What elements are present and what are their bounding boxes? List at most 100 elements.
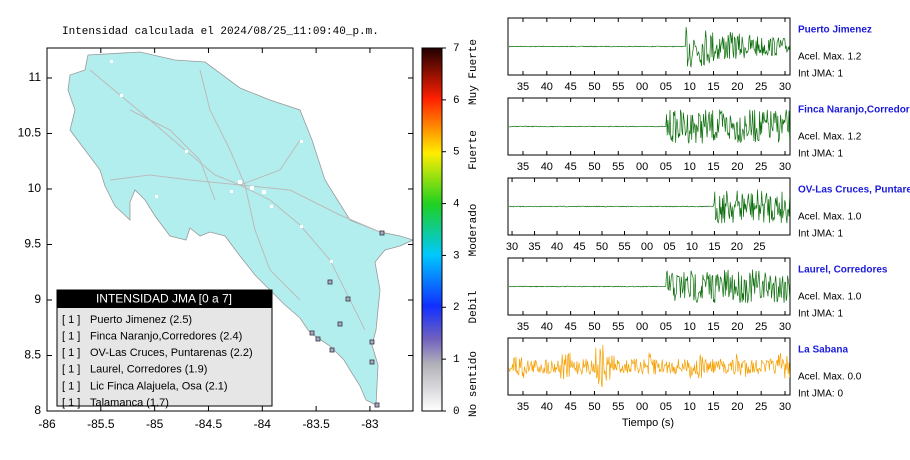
time-tick-label: 45 [565,161,577,173]
time-tick-label: 10 [684,401,696,413]
jma-intensity: Int JMA: 1 [798,149,843,160]
time-tick-label: 05 [660,401,672,413]
max-acceleration: Acel. Max. 1.0 [798,212,862,223]
x-tick-label: -85.5 [87,417,115,431]
time-tick-label: 35 [517,81,529,93]
time-axis-label: Tiempo (s) [622,417,674,429]
road [109,139,301,186]
colorbar-tick-label: 5 [453,147,460,159]
time-tick-label: 20 [731,321,743,333]
y-tick-label: 11 [29,70,42,84]
station-name: Laurel, Corredores [798,265,888,276]
colorbar-tick-label: 6 [453,95,460,107]
legend-label: OV-Las Cruces, Puntarenas (2.2) [90,347,253,359]
waveform [509,189,791,224]
legend-label: Finca Naranjo,Corredores (2.4) [90,331,242,343]
time-tick-label: 40 [541,81,553,93]
legend-level: [ 1 ] [62,397,80,409]
time-tick-label: 25 [755,401,767,413]
map-area [67,51,413,408]
time-tick-label: 35 [517,161,529,173]
time-tick-label: 05 [660,81,672,93]
max-acceleration: Acel. Max. 1.0 [798,292,862,303]
time-tick-label: 50 [588,161,600,173]
time-tick-label: 00 [641,241,653,253]
towns [110,60,333,263]
legend-level: [ 1 ] [62,380,80,392]
time-tick-label: 10 [686,241,698,253]
colorbar [421,47,443,412]
max-acceleration: Acel. Max. 0.0 [798,372,862,383]
y-tick-label: 10.5 [18,126,42,140]
trace-frame [507,97,791,156]
y-tick-label: 9.5 [24,237,41,251]
time-tick-label: 15 [707,161,719,173]
jma-intensity: Int JMA: 1 [798,69,843,80]
time-tick-label: 55 [612,81,624,93]
time-tick-label: 25 [755,161,767,173]
colorbar-tick-label: 2 [453,302,460,314]
legend-box [56,289,273,407]
time-tick-label: 50 [588,401,600,413]
time-tick-label: 45 [565,321,577,333]
x-tick-label: -86 [38,417,56,431]
legend-level: [ 1 ] [62,347,80,359]
time-tick-label: 40 [541,321,553,333]
legend-label: Talamanca (1.7) [90,397,169,409]
legend-level: [ 1 ] [62,314,80,326]
waveform [508,109,791,144]
time-tick-label: 00 [636,321,648,333]
time-tick-label: 45 [573,241,585,253]
time-tick-label: 25 [755,321,767,333]
station-name: Puerto Jimenez [798,25,872,36]
time-tick-label: 50 [588,81,600,93]
map-frame [46,47,414,412]
intensity-class: Fuerte [468,130,480,170]
intensity-class: Muy Fuerte [468,39,480,105]
time-tick-label: 20 [731,81,743,93]
waveform [508,269,791,304]
colorbar-tick-label: 7 [453,43,460,55]
time-tick-label: 30 [779,401,791,413]
trace-frame [507,257,791,316]
time-tick-label: 10 [684,81,696,93]
x-tick-label: -83.5 [302,417,330,431]
legend-label: Laurel, Corredores (1.9) [90,364,207,376]
waveform [508,344,791,388]
jma-intensity: Int JMA: 0 [798,389,843,400]
time-tick-label: 40 [541,161,553,173]
time-tick-label: 05 [660,161,672,173]
legend-title: INTENSIDAD JMA [0 a 7] [96,292,232,306]
trace-frame [507,337,791,396]
station-name: Finca Naranjo,Corredores [798,105,910,116]
waveform [508,26,791,68]
intensity-class: Debil [468,290,480,323]
y-tick-label: 8 [34,403,41,417]
time-tick-label: 45 [565,81,577,93]
time-tick-label: 50 [588,321,600,333]
time-tick-label: 10 [684,161,696,173]
colorbar-classes: No sentido Debil Moderado Fuerte Muy Fue… [468,39,480,417]
max-acceleration: Acel. Max. 1.2 [798,132,862,143]
time-tick-label: 55 [612,161,624,173]
time-tick-label: 25 [753,241,765,253]
time-tick-label: 20 [731,161,743,173]
max-acceleration: Acel. Max. 1.2 [798,52,862,63]
time-tick-label: 00 [636,161,648,173]
time-tick-label: 25 [755,81,767,93]
intensity-class: Moderado [468,204,480,257]
time-tick-label: 00 [636,401,648,413]
legend-level: [ 1 ] [62,331,80,343]
legend-level: [ 1 ] [62,364,80,376]
time-tick-label: 15 [707,81,719,93]
colorbar-tick-label: 3 [453,250,460,262]
time-tick-label: 55 [618,241,630,253]
time-tick-label: 30 [779,321,791,333]
time-tick-label: 05 [663,241,675,253]
road [129,109,216,201]
colorbar-tick-label: 0 [453,406,460,418]
x-tick-label: -84 [254,417,272,431]
time-tick-label: 15 [707,401,719,413]
jma-intensity: Int JMA: 1 [798,309,843,320]
